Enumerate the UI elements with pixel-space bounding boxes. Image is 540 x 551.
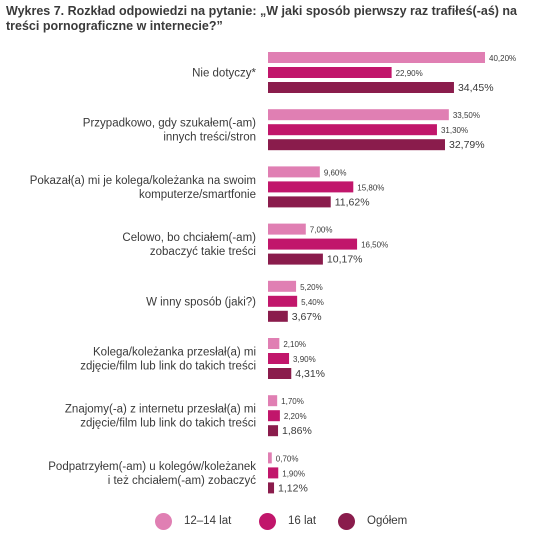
category-label: Pokazał(a) mi je kolega/koleżanka na swo… [30,175,256,187]
chart-title: Wykres 7. Rozkład odpowiedzi na pytanie:… [6,4,518,33]
data-label: 15,80% [357,183,384,192]
bar [268,52,485,63]
data-label: 2,10% [283,340,306,349]
bar [268,295,298,307]
bar [268,67,392,78]
bar [268,482,275,494]
category-label: Podpatrzyłem(-am) u kolegów/koleżanek [48,461,256,473]
category-label: Znajomy(-a) z internetu przesłał(a) mi [65,404,256,416]
data-label: 4,31% [295,368,325,380]
category-label: zdjęcie/film lub link do takich treści [80,361,256,373]
bar [268,253,323,265]
data-label: 3,90% [293,355,316,364]
bar [268,338,280,349]
data-label: 10,17% [327,254,363,266]
data-label: 5,40% [301,298,324,307]
legend-item-12-14: 12–14 lat [155,509,231,533]
bar [268,310,288,322]
bar [268,395,278,407]
bar [268,181,354,193]
category-label: W inny sposób (jaki?) [146,296,256,308]
data-label: 1,12% [278,482,308,494]
data-label: 40,20% [489,54,516,63]
bar [268,410,280,422]
data-label: 1,86% [282,425,312,437]
data-label: 31,30% [441,126,468,135]
bar [268,82,454,93]
data-label: 2,20% [284,412,307,421]
data-label: 7,00% [310,226,333,235]
data-label: 33,50% [453,111,480,120]
bar-chart: Nie dotyczy* 40,20% 22,90% 34,45% Przypadkow… [30,52,516,494]
category-label: innych treści/stron [163,132,256,144]
legend-swatch-16 [259,512,276,530]
category-label: zobaczyć takie treści [150,246,256,258]
legend-swatch-12-14 [155,512,172,530]
bar [268,353,290,364]
legend-item-ogolem: Ogółem [338,509,407,533]
data-label: 16,50% [361,241,388,250]
bar [268,109,449,121]
data-label: 3,67% [292,311,322,323]
bar [268,238,358,250]
data-label: 11,62% [335,196,370,208]
category-label: Celowo, bo chciałem(-am) [122,232,256,244]
data-label: 32,79% [449,139,485,151]
bar [268,452,272,464]
bar [268,368,292,379]
legend: 12–14 lat 16 lat Ogółem [0,509,540,533]
bar [268,139,446,151]
bar [268,166,320,178]
legend-label-12-14: 12–14 lat [184,515,232,527]
data-label: 1,70% [281,397,304,406]
bar [268,223,306,235]
data-label: 22,90% [396,69,423,78]
legend-label-ogolem: Ogółem [367,515,408,527]
category-label: zdjęcie/film lub link do takich treści [80,418,256,430]
data-label: 9,60% [324,168,347,177]
category-label: Kolega/koleżanka przesłał(a) mi [93,347,256,359]
legend-item-16: 16 lat [259,509,316,533]
legend-swatch-ogolem [338,512,355,530]
data-label: 0,70% [276,454,299,463]
bar [268,280,297,292]
legend-label-16: 16 lat [288,515,317,527]
category-label: Nie dotyczy* [192,68,256,80]
category-label: komputerze/smartfonie [139,189,256,201]
category-label: Przypadkowo, gdy szukałem(-am) [83,118,256,130]
data-label: 5,20% [300,283,323,292]
bar [268,425,279,437]
bar [268,196,331,208]
data-label: 1,90% [282,469,305,478]
category-label: i też chciałem(-am) zobaczyć [108,475,257,487]
data-label: 34,45% [458,82,494,94]
bar [268,124,437,136]
bar [268,467,279,479]
